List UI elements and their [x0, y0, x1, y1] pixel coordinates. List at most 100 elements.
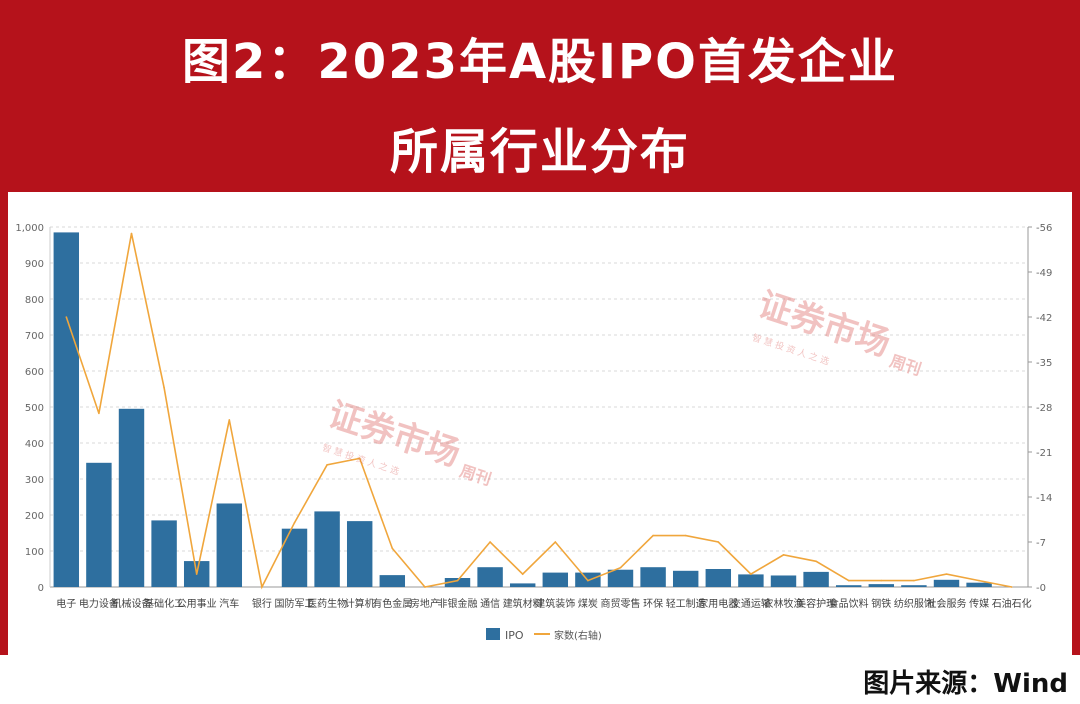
x-tick-label: 银行 — [252, 597, 272, 610]
bar — [346, 521, 373, 587]
bar — [705, 569, 732, 587]
line-point — [684, 534, 687, 537]
line-point — [847, 579, 850, 582]
line-point — [489, 541, 491, 543]
line-point — [391, 547, 394, 550]
bar — [509, 583, 536, 587]
x-tick-label: 农林牧渔 — [764, 597, 804, 610]
line-point — [554, 541, 557, 543]
line-point — [521, 573, 524, 575]
bar — [738, 574, 764, 587]
axes: 0 100 200 300 400 500 600 700 800 900 1,000 -0 -7 -14… — [15, 223, 1052, 610]
y-left-tick-label: 100 — [25, 547, 44, 558]
y-right-tick-label: -49 — [1036, 268, 1052, 279]
x-tick-label: 纺织服饰 — [894, 597, 934, 610]
line-point — [913, 579, 915, 582]
footer: 图片来源：Wind — [0, 655, 1080, 704]
y-right-tick-label: -14 — [1036, 493, 1052, 504]
x-tick-label: 机械设备 — [112, 597, 152, 610]
bar — [86, 462, 112, 587]
x-tick-label: 电子 — [56, 597, 76, 610]
x-tick-label: 商贸零售 — [601, 597, 641, 610]
x-tick-label: 电力设备 — [79, 597, 119, 610]
chart-panel: 0 100 200 300 400 500 600 700 800 900 1,000 -0 -7 -14… — [8, 192, 1072, 655]
watermark-side: 周刊 — [887, 351, 923, 379]
line-point — [587, 579, 589, 582]
x-tick-label: 非银金融 — [438, 597, 478, 610]
x-tick-label: 家用电器 — [698, 597, 738, 610]
legend-bar-swatch — [486, 628, 500, 640]
bar — [151, 520, 177, 587]
bar — [444, 578, 471, 587]
line-point — [456, 579, 459, 582]
x-tick-label: 房地产 — [410, 597, 440, 610]
y-right-tick-label: -42 — [1036, 313, 1052, 324]
line-point — [358, 457, 361, 460]
y-left-tick-label: 0 — [38, 583, 44, 594]
y-left-tick-label: 600 — [25, 367, 44, 378]
y-left-tick-label: 700 — [25, 331, 44, 342]
line-point — [261, 586, 263, 588]
chart-svg: 0 100 200 300 400 500 600 700 800 900 1,000 -0 -7 -14… — [15, 223, 1052, 642]
line-point — [65, 316, 68, 318]
line-series — [65, 232, 1013, 590]
line-point — [195, 573, 198, 575]
x-tick-label: 轻工制造 — [666, 597, 706, 610]
legend-label-count: 家数(右轴) — [554, 629, 602, 642]
x-tick-label: 国防军工 — [275, 597, 315, 610]
bar — [770, 575, 797, 587]
x-tick-label: 交通运输 — [731, 597, 771, 610]
chart-title-line2: 所属行业分布 — [389, 124, 690, 180]
y-left-tick-label: 200 — [25, 511, 44, 522]
bar — [966, 582, 992, 587]
line-point — [326, 464, 328, 466]
x-tick-label: 通信 — [480, 598, 500, 610]
line-point — [163, 386, 165, 389]
line-point — [228, 419, 231, 421]
line-point — [717, 541, 720, 543]
line-point — [293, 521, 296, 524]
line-point — [424, 586, 426, 588]
line-point — [130, 232, 133, 235]
legend-label-ipo: IPO — [505, 629, 524, 642]
line-series-path — [65, 233, 1012, 590]
chart-title-line1: 图2：2023年A股IPO首发企业 — [182, 34, 898, 90]
line-point — [98, 412, 100, 415]
bar — [607, 569, 634, 587]
x-tick-label: 汽车 — [219, 597, 239, 610]
bar — [803, 571, 829, 587]
line-point — [880, 579, 883, 582]
y-left-tick-label: 500 — [25, 403, 44, 414]
y-left-tick-label: 1,000 — [15, 223, 44, 234]
line-point — [750, 573, 752, 575]
y-right-tick-label: -7 — [1036, 538, 1046, 549]
bar — [901, 585, 927, 587]
x-tick-label: 美容护理 — [796, 597, 836, 610]
watermark-1: 证券市场 周刊 智 慧 投 资 人 之 选 — [321, 395, 494, 490]
bar — [868, 584, 895, 587]
x-tick-label: 建筑装饰 — [535, 597, 575, 610]
bar-series — [53, 232, 992, 587]
line-point — [619, 566, 622, 569]
y-right-tick-label: -21 — [1036, 448, 1052, 459]
bar — [477, 567, 503, 587]
x-tick-label: 有色金属 — [372, 597, 412, 610]
y-left-tick-label: 400 — [25, 439, 44, 450]
y-right-tick-label: -0 — [1036, 583, 1046, 594]
bar — [118, 408, 145, 587]
watermark-title: 证券市场 — [753, 285, 895, 365]
bar — [672, 570, 699, 587]
bar — [216, 503, 243, 587]
line-point — [815, 560, 817, 563]
line-point — [782, 554, 785, 556]
legend: IPO 家数(右轴) — [486, 628, 602, 642]
source-caption: 图片来源：Wind — [863, 669, 1068, 699]
x-tick-label: 社会服务 — [927, 597, 967, 610]
y-right-tick-label: -28 — [1036, 403, 1052, 414]
x-tick-label: 石油石化 — [992, 597, 1032, 610]
bar — [933, 579, 960, 587]
x-tick-label: 钢铁 — [871, 597, 891, 610]
x-tick-label: 传媒 — [969, 598, 989, 610]
bar — [53, 232, 80, 587]
y-right-tick-label: -35 — [1036, 358, 1052, 369]
